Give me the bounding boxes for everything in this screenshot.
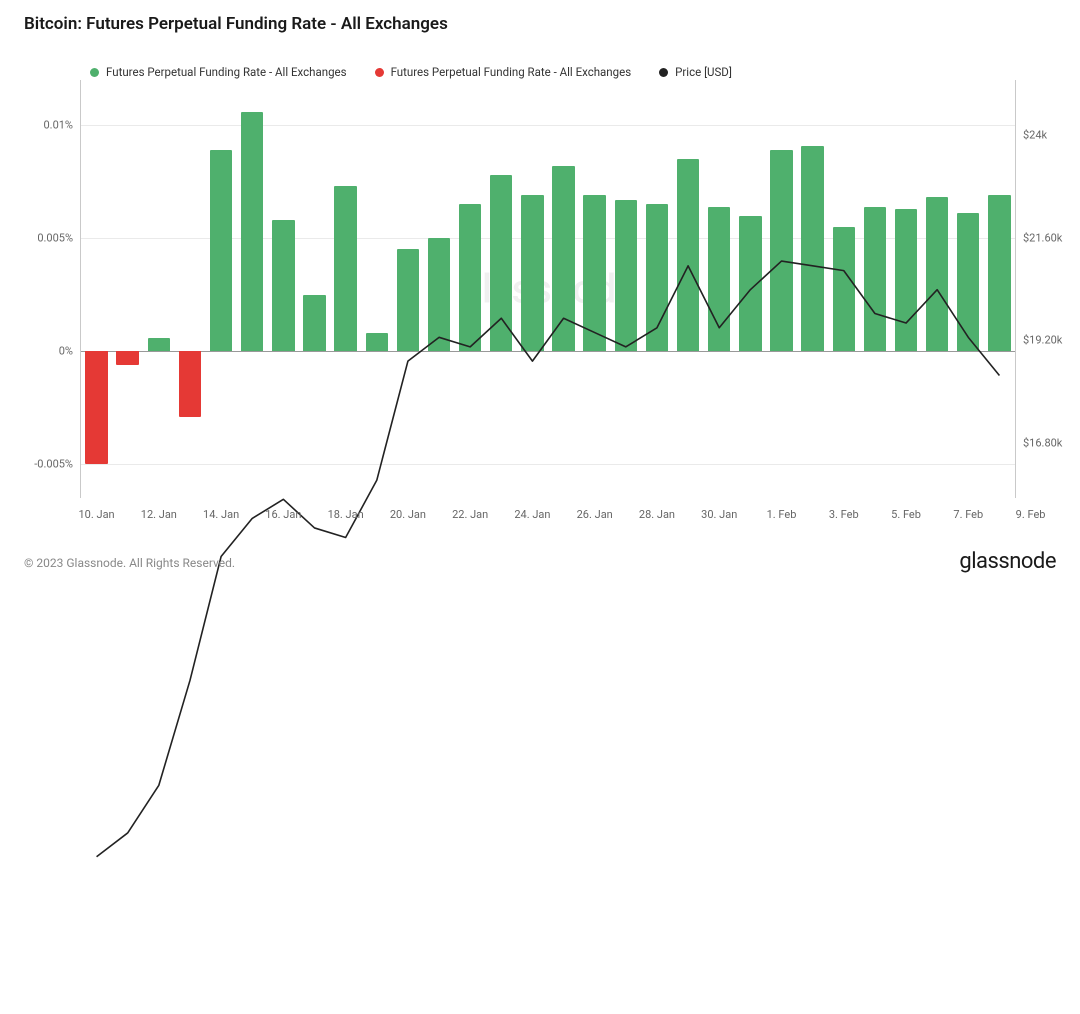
legend-item-neg: Futures Perpetual Funding Rate - All Exc… [375,65,632,79]
x-tick-label: 10. Jan [79,498,115,521]
plot-area: glassnode -0.005%0%0.005%0.01%$16.80k$19… [80,80,1016,498]
x-tick-label: 9. Feb [1016,498,1046,521]
chart-container: Bitcoin: Futures Perpetual Funding Rate … [0,0,1080,588]
x-tick-label: 26. Jan [577,498,613,521]
legend-swatch-pos [90,68,99,77]
x-tick-label: 1. Feb [767,498,797,521]
x-tick-label: 18. Jan [328,498,364,521]
x-tick-label: 22. Jan [452,498,488,521]
x-tick-label: 30. Jan [701,498,737,521]
price-line [81,80,1015,1014]
x-tick-label: 12. Jan [141,498,177,521]
legend: Futures Perpetual Funding Rate - All Exc… [90,65,732,79]
legend-item-pos: Futures Perpetual Funding Rate - All Exc… [90,65,347,79]
legend-swatch-price [659,68,668,77]
y-right-tick-label: $21.60k [1015,231,1062,244]
y-right-tick-label: $19.20k [1015,334,1062,347]
x-tick-label: 16. Jan [265,498,301,521]
legend-label-price: Price [USD] [675,65,732,79]
legend-label-neg: Futures Perpetual Funding Rate - All Exc… [391,65,632,79]
x-tick-label: 14. Jan [203,498,239,521]
y-left-tick-label: -0.005% [34,458,81,471]
x-tick-label: 3. Feb [829,498,859,521]
y-right-tick-label: $24k [1015,129,1047,142]
x-tick-label: 7. Feb [953,498,983,521]
y-left-tick-label: 0.01% [43,119,81,132]
y-left-tick-label: 0.005% [37,232,81,245]
y-right-tick-label: $16.80k [1015,436,1062,449]
plot-inner: glassnode -0.005%0%0.005%0.01%$16.80k$19… [80,80,1016,498]
chart-title: Bitcoin: Futures Perpetual Funding Rate … [24,14,448,34]
legend-label-pos: Futures Perpetual Funding Rate - All Exc… [106,65,347,79]
legend-item-price: Price [USD] [659,65,732,79]
x-tick-label: 24. Jan [514,498,550,521]
x-tick-label: 5. Feb [891,498,921,521]
legend-swatch-neg [375,68,384,77]
x-tick-label: 20. Jan [390,498,426,521]
copyright-text: © 2023 Glassnode. All Rights Reserved. [24,556,235,570]
x-tick-label: 28. Jan [639,498,675,521]
y-left-tick-label: 0% [59,345,81,358]
brand-logo-text: glassnode [959,549,1056,574]
